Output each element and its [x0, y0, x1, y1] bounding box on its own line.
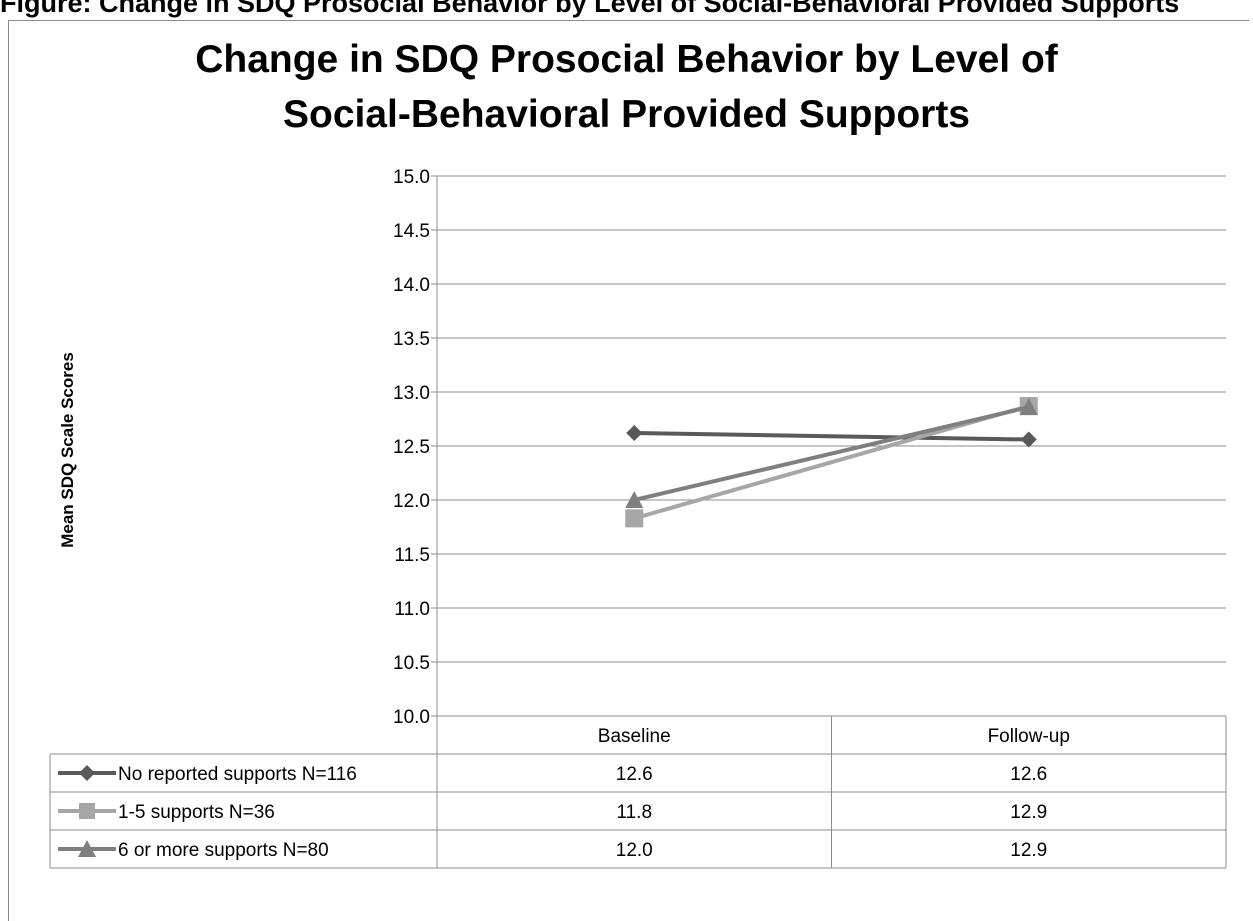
- y-tick-label: 15.0: [393, 167, 430, 188]
- diamond-marker: [626, 425, 643, 442]
- triangle-marker: [1019, 398, 1038, 416]
- y-tick-label: 11.0: [394, 599, 430, 620]
- legend-entry: 1-5 supports N=36: [118, 802, 275, 823]
- triangle-marker: [625, 491, 644, 508]
- square-marker: [625, 509, 644, 528]
- series-line: [633, 405, 1030, 502]
- y-tick-label: 11.5: [394, 545, 430, 566]
- square-marker: [79, 803, 95, 819]
- chart-title-line-2: Social-Behavioral Provided Supports: [283, 93, 970, 136]
- x-category-label: Baseline: [598, 726, 671, 747]
- data-table-cell: 12.9: [1010, 802, 1047, 823]
- data-table-cell: 12.6: [1010, 764, 1047, 785]
- y-tick-label: 14.5: [393, 221, 430, 242]
- page-header: Figure: Change in SDQ Prosocial Behavior…: [0, 0, 1180, 18]
- x-category-label: Follow-up: [988, 726, 1070, 747]
- data-table-cell: 12.6: [616, 764, 653, 785]
- y-tick-label: 10.0: [393, 707, 430, 728]
- data-table-cell: 12.0: [616, 840, 653, 861]
- gridlines: [436, 175, 1226, 717]
- triangle-marker: [78, 840, 96, 857]
- chart-frame: [8, 20, 1249, 921]
- chart-title-line-1: Change in SDQ Prosocial Behavior by Leve…: [195, 38, 1058, 81]
- data-table: Baseline Follow-up No reported supports N=…: [49, 715, 1227, 869]
- y-tick-label: 13.0: [393, 383, 430, 404]
- series-line: [634, 431, 1029, 442]
- y-tick-label: 14.0: [393, 275, 430, 296]
- legend-entry: 6 or more supports N=80: [118, 840, 329, 861]
- y-axis-ticks: 15.0 14.5 14.0 13.5 13.0 12.5 12.0 11.5 11.0 10.5…: [393, 167, 437, 728]
- y-tick-label: 10.5: [393, 653, 430, 674]
- data-table-cell: 11.8: [616, 802, 652, 823]
- diamond-marker: [1020, 431, 1037, 448]
- legend-entry: No reported supports N=116: [118, 764, 357, 785]
- data-table-cell: 12.9: [1010, 840, 1047, 861]
- y-tick-label: 13.5: [393, 329, 430, 350]
- chart-title: Change in SDQ Prosocial Behavior by Leve…: [0, 32, 1253, 142]
- series-lines: [625, 397, 1038, 528]
- y-tick-label: 12.5: [393, 437, 430, 458]
- diamond-marker: [79, 765, 95, 781]
- series-line: [633, 404, 1030, 521]
- y-tick-label: 12.0: [393, 491, 430, 512]
